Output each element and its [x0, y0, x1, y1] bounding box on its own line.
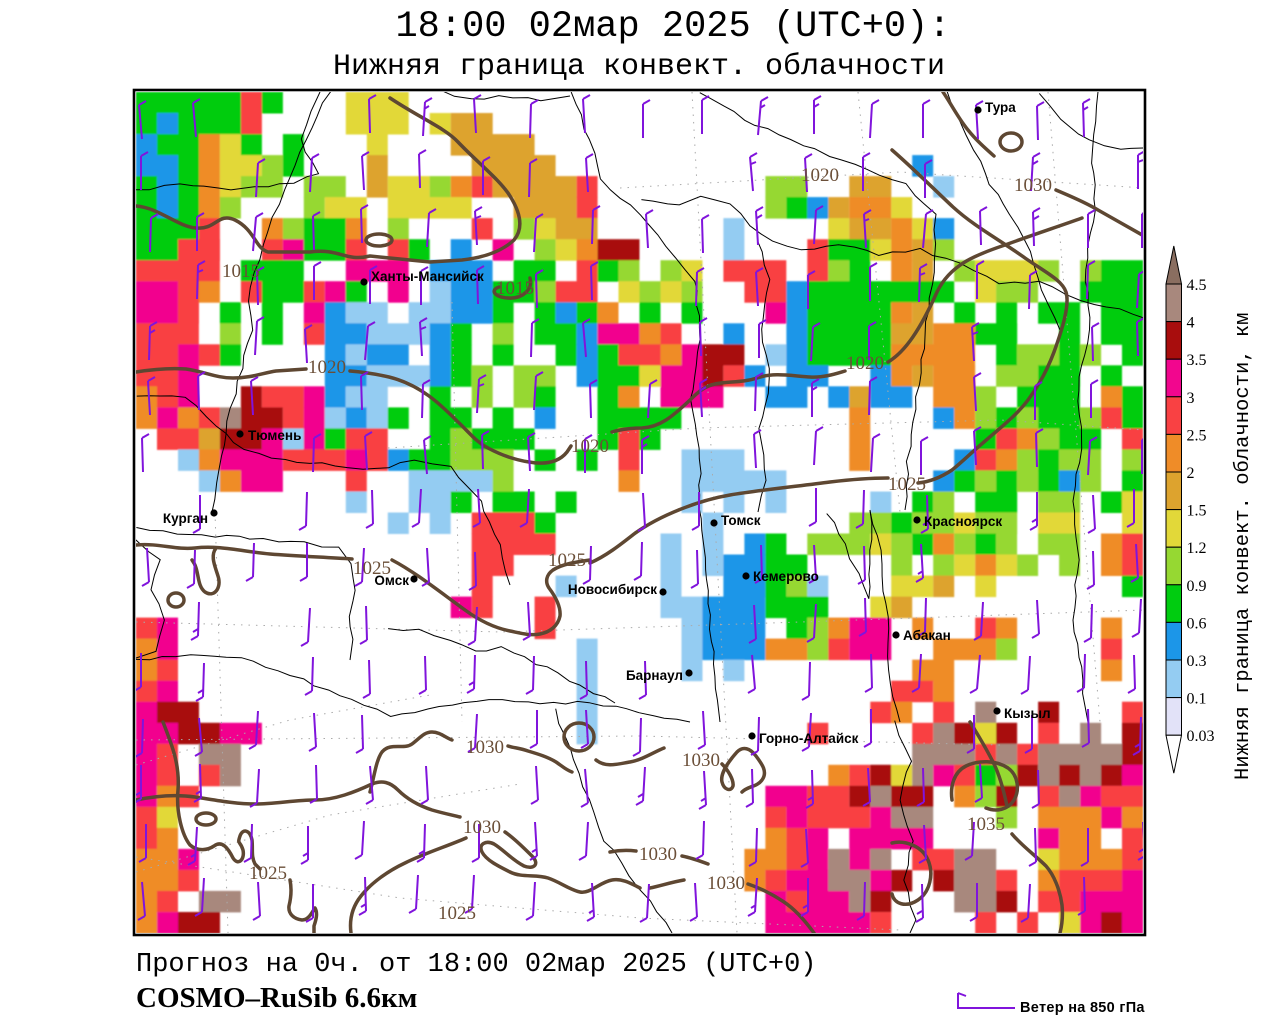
svg-text:Томск: Томск — [721, 513, 761, 528]
svg-text:4.5: 4.5 — [1187, 277, 1207, 294]
svg-text:1030: 1030 — [707, 873, 745, 894]
svg-text:1020: 1020 — [846, 353, 884, 374]
svg-text:1020: 1020 — [308, 357, 346, 378]
svg-text:Ханты-Мансийск: Ханты-Мансийск — [371, 269, 484, 284]
svg-text:1035: 1035 — [967, 814, 1005, 835]
svg-text:Омск: Омск — [374, 573, 409, 588]
svg-text:Горно-Алтайск: Горно-Алтайск — [759, 731, 859, 746]
svg-text:0.03: 0.03 — [1187, 728, 1215, 745]
svg-text:0.9: 0.9 — [1187, 578, 1207, 595]
svg-text:1.2: 1.2 — [1187, 540, 1207, 557]
svg-text:Прогноз на 0ч. от 18:00 02мар: Прогноз на 0ч. от 18:00 02мар 2025 (UTC+… — [136, 950, 817, 980]
svg-text:3: 3 — [1187, 390, 1195, 407]
svg-text:Нижняя граница конвект. облачн: Нижняя граница конвект. облачности — [333, 50, 945, 84]
svg-text:1020: 1020 — [571, 436, 609, 457]
svg-text:Тюмень: Тюмень — [248, 428, 301, 443]
svg-text:3.5: 3.5 — [1187, 352, 1207, 369]
svg-text:1025: 1025 — [249, 863, 287, 884]
svg-text:Нижняя граница конвект. облачн: Нижняя граница конвект. облачности, км — [1232, 313, 1255, 780]
svg-text:18:00 02мар 2025 (UTC+0):: 18:00 02мар 2025 (UTC+0): — [395, 6, 950, 48]
svg-text:2: 2 — [1187, 465, 1195, 482]
svg-text:1025: 1025 — [438, 903, 476, 924]
svg-text:0.1: 0.1 — [1187, 691, 1207, 708]
svg-text:1015: 1015 — [496, 278, 534, 299]
svg-text:1015: 1015 — [222, 261, 260, 282]
svg-text:Абакан: Абакан — [903, 628, 951, 643]
svg-text:Тура: Тура — [985, 100, 1016, 115]
svg-text:4: 4 — [1187, 315, 1195, 332]
svg-text:Кемерово: Кемерово — [753, 569, 819, 584]
svg-text:1020: 1020 — [801, 165, 839, 186]
svg-text:0.3: 0.3 — [1187, 653, 1207, 670]
svg-text:1030: 1030 — [639, 844, 677, 865]
svg-text:Барнаул: Барнаул — [626, 668, 683, 683]
svg-text:1.5: 1.5 — [1187, 503, 1207, 520]
svg-text:1025: 1025 — [888, 474, 926, 495]
svg-text:Кызыл: Кызыл — [1004, 706, 1051, 721]
svg-text:Новосибирск: Новосибирск — [568, 582, 657, 597]
svg-text:1030: 1030 — [463, 817, 501, 838]
svg-text:COSMO–RuSib 6.6км: COSMO–RuSib 6.6км — [136, 982, 417, 1014]
svg-text:1025: 1025 — [353, 558, 391, 579]
svg-text:1030: 1030 — [682, 750, 720, 771]
svg-text:Ветер на 850 гПа: Ветер на 850 гПа — [1020, 1000, 1145, 1016]
svg-text:1030: 1030 — [1014, 175, 1052, 196]
svg-text:1025: 1025 — [548, 550, 586, 571]
svg-text:0.6: 0.6 — [1187, 615, 1207, 632]
svg-text:Красноярск: Красноярск — [924, 514, 1002, 529]
svg-text:Курган: Курган — [163, 511, 208, 526]
svg-text:1030: 1030 — [466, 737, 504, 758]
svg-text:2.5: 2.5 — [1187, 427, 1207, 444]
